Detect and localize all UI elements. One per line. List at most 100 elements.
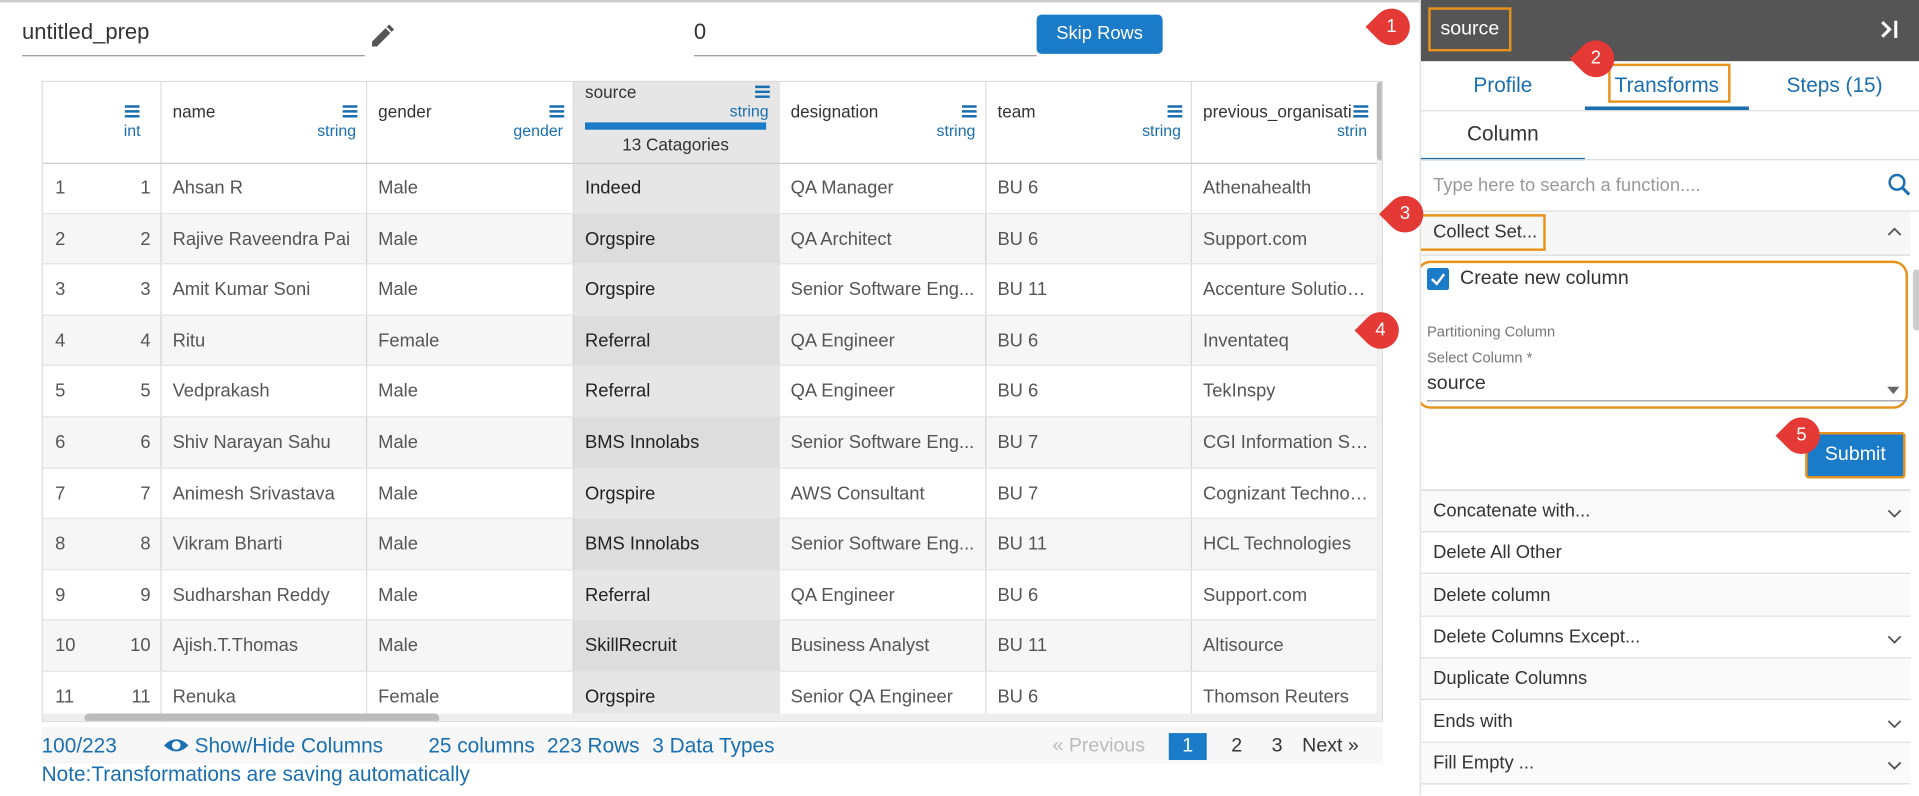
table-row[interactable]: 10 10 Ajish.T.Thomas Male SkillRecruit Busine… [42, 621, 1377, 672]
function-name: Delete column [1433, 584, 1551, 606]
step-marker-label: 5 [1796, 424, 1807, 446]
title-input[interactable]: untitled_prep [22, 19, 150, 45]
list-border [1420, 489, 1911, 491]
v-scroll-thumb[interactable] [1376, 81, 1382, 161]
table-row[interactable]: 6 6 Shiv Narayan Sahu Male BMS Innolabs Senio… [42, 417, 1377, 469]
chevron [1887, 719, 1902, 728]
field-value[interactable]: source [1427, 373, 1486, 395]
panel-tab[interactable]: Profile [1473, 73, 1533, 97]
panel-scroll-thumb[interactable] [1912, 269, 1919, 331]
cell: CGI Information Sys... [1203, 432, 1370, 453]
collapse-chevron-svg [1887, 227, 1902, 236]
table-row[interactable]: 7 7 Animesh Srivastava Male Orgspire AWS Cons… [42, 468, 1377, 520]
row-total: 223 Rows [547, 734, 640, 758]
submit-button[interactable]: Submit [1805, 432, 1906, 479]
cell: QA Engineer [790, 330, 895, 351]
step-marker-label: 1 [1386, 15, 1397, 37]
collapse-icon[interactable] [1876, 17, 1900, 41]
header-border [42, 162, 1382, 164]
column-menu-svg [755, 85, 770, 98]
checkbox-label: Create new column [1460, 268, 1629, 289]
function-form [1420, 260, 1908, 409]
cell: AWS Consultant [790, 482, 925, 504]
expand-chevron-svg [1887, 635, 1902, 644]
function-row[interactable]: Concatenate with... [1420, 490, 1911, 533]
column-menu[interactable] [548, 103, 565, 120]
page-number[interactable]: 3 [1271, 735, 1283, 757]
cell: 1 [140, 177, 151, 199]
column-type: string [936, 121, 976, 140]
cell: Orgspire [585, 482, 656, 504]
column-summary: 13 Catagories [622, 134, 729, 155]
expand-chevron [1886, 505, 1903, 521]
column-name: previous_organisati... [1203, 101, 1366, 122]
cell: BU 6 [997, 584, 1039, 606]
column-divider [1190, 81, 1193, 721]
row-index: 8 [55, 533, 66, 555]
previous-page[interactable]: « Previous [1052, 735, 1146, 757]
function-row[interactable]: Ends with [1420, 700, 1911, 743]
skip-input[interactable]: 0 [693, 19, 707, 45]
column-menu[interactable] [341, 103, 358, 120]
column-menu[interactable] [1352, 103, 1369, 120]
step-marker-label: 4 [1375, 319, 1386, 341]
expand-chevron-svg [1887, 761, 1902, 770]
chevron [1887, 227, 1902, 236]
column-divider [985, 81, 987, 721]
function-search[interactable]: Type here to search a function.... [1433, 175, 1701, 196]
cell: Male [378, 381, 418, 402]
table-row[interactable]: 5 5 Vedprakash Male Referral QA Engineer BU 6 T… [42, 366, 1377, 418]
data-table: int name string gender gender source string 13 … [41, 80, 1383, 723]
dropdown-arrow[interactable] [1886, 379, 1901, 395]
page-number[interactable]: 2 [1231, 735, 1243, 757]
column-menu[interactable] [124, 103, 141, 120]
panel-tab[interactable]: Steps (15) [1786, 73, 1883, 97]
next-page[interactable]: Next » [1302, 735, 1359, 757]
skip-button[interactable]: Skip Rows [1036, 14, 1163, 54]
table-row[interactable]: 4 4 Ritu Female Referral QA Engineer BU 6 Inven… [42, 316, 1377, 367]
function-name: Duplicate Columns [1433, 668, 1588, 690]
row-index: 7 [55, 482, 66, 504]
column-menu[interactable] [961, 103, 978, 120]
function-row[interactable]: Delete Columns Except... [1420, 616, 1911, 659]
function-row[interactable]: Duplicate Columns [1420, 658, 1911, 701]
column-menu-svg [549, 105, 565, 118]
function-row[interactable]: Delete column [1420, 574, 1911, 617]
eye-icon[interactable] [163, 736, 190, 756]
table-row[interactable]: 3 3 Amit Kumar Soni Male Orgspire Senior Soft… [42, 265, 1377, 316]
skip-underline [693, 55, 1037, 57]
h-scroll-thumb[interactable] [84, 713, 440, 721]
table-row[interactable]: 8 8 Vikram Bharti Male BMS Innolabs Senior So… [42, 519, 1377, 571]
cell: 2 [140, 228, 151, 250]
subtab[interactable]: Column [1467, 122, 1539, 146]
cell: Male [378, 482, 418, 504]
section-label: Partitioning Column [1427, 323, 1556, 341]
cell: Orgspire [585, 279, 656, 301]
row-index: 6 [55, 432, 66, 453]
cell: 4 [140, 330, 151, 351]
page-number[interactable]: 1 [1168, 733, 1207, 761]
cell: Animesh Srivastava [172, 482, 335, 504]
arrow [1881, 20, 1892, 38]
expand-chevron [1886, 757, 1903, 773]
show-hide-columns[interactable]: Show/Hide Columns [194, 734, 384, 758]
function-row[interactable]: Delete All Other [1420, 532, 1911, 575]
checkbox[interactable] [1427, 268, 1450, 291]
expand-chevron-svg [1887, 719, 1902, 728]
cell: BU 6 [997, 177, 1039, 199]
cell: BU 6 [997, 228, 1039, 250]
column-menu[interactable] [1166, 103, 1183, 120]
column-menu[interactable] [754, 83, 771, 100]
cell: 10 [130, 635, 151, 657]
table-row[interactable]: 9 9 Sudharshan Reddy Male Referral QA Enginee… [42, 570, 1377, 621]
table-row[interactable]: 1 1 Ahsan R Male Indeed QA Manager BU 6 Athenah… [42, 163, 1377, 214]
table-row[interactable]: 2 2 Rajive Raveendra Pai Male Orgspire QA Arc… [42, 214, 1377, 265]
cell: Senior Software Eng... [790, 432, 975, 453]
cell: Female [378, 330, 440, 351]
handle [1900, 186, 1911, 196]
cell: Male [378, 533, 418, 555]
edit-icon[interactable] [367, 23, 396, 52]
panel-tab[interactable]: Transforms [1614, 73, 1720, 97]
function-row[interactable]: Fill Empty ... [1420, 742, 1911, 785]
footer-bg [41, 726, 1383, 764]
